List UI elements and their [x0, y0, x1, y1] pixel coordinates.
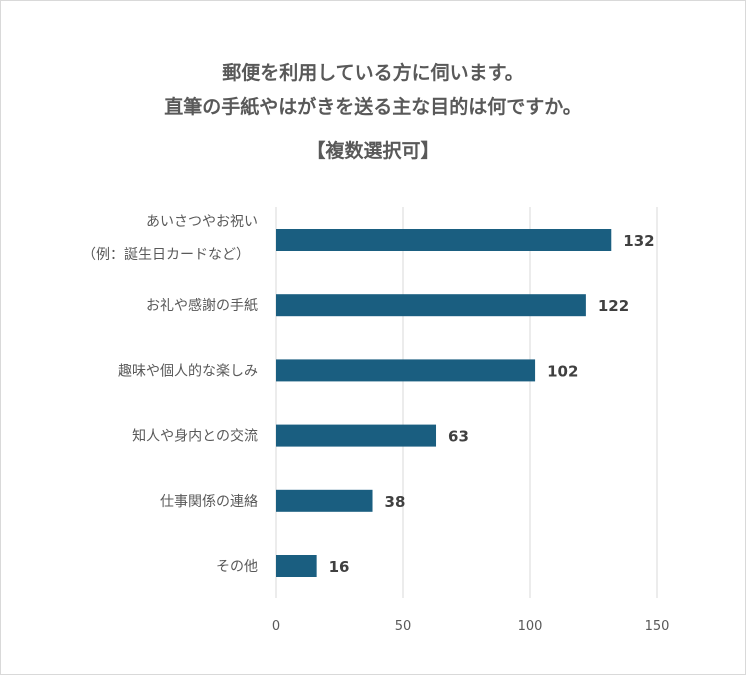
bar	[276, 359, 536, 382]
bar	[276, 555, 317, 577]
category-label: その他	[216, 559, 258, 575]
data-label: 122	[598, 297, 629, 315]
bar	[276, 424, 437, 447]
x-tick-label: 150	[645, 619, 670, 634]
data-label: 16	[329, 558, 350, 576]
x-tick-label: 50	[395, 619, 412, 634]
data-label: 63	[448, 428, 469, 446]
category-label: あいさつやお祝い	[146, 214, 258, 230]
chart-title-line-1: 郵便を利用している方に伺います。	[222, 62, 524, 84]
category-label: （例：誕生日カードなど）	[82, 247, 250, 263]
data-label: 132	[623, 232, 654, 250]
category-label: 知人や身内との交流	[132, 428, 258, 445]
chart-title-line-3: 【複数選択可】	[306, 140, 440, 162]
bar	[276, 229, 612, 251]
data-label: 102	[547, 362, 578, 380]
bar	[276, 294, 586, 317]
x-tick-label: 100	[518, 619, 543, 634]
x-tick-label: 0	[272, 619, 280, 634]
chart-title-line-2: 直筆の手紙やはがきを送る主な目的は何ですか。	[164, 96, 582, 118]
category-label: 趣味や個人的な楽しみ	[118, 363, 258, 379]
category-label: お礼や感謝の手紙	[146, 297, 258, 314]
category-label: 仕事関係の連絡	[160, 494, 258, 510]
bar	[276, 489, 373, 512]
data-label: 38	[385, 493, 406, 511]
